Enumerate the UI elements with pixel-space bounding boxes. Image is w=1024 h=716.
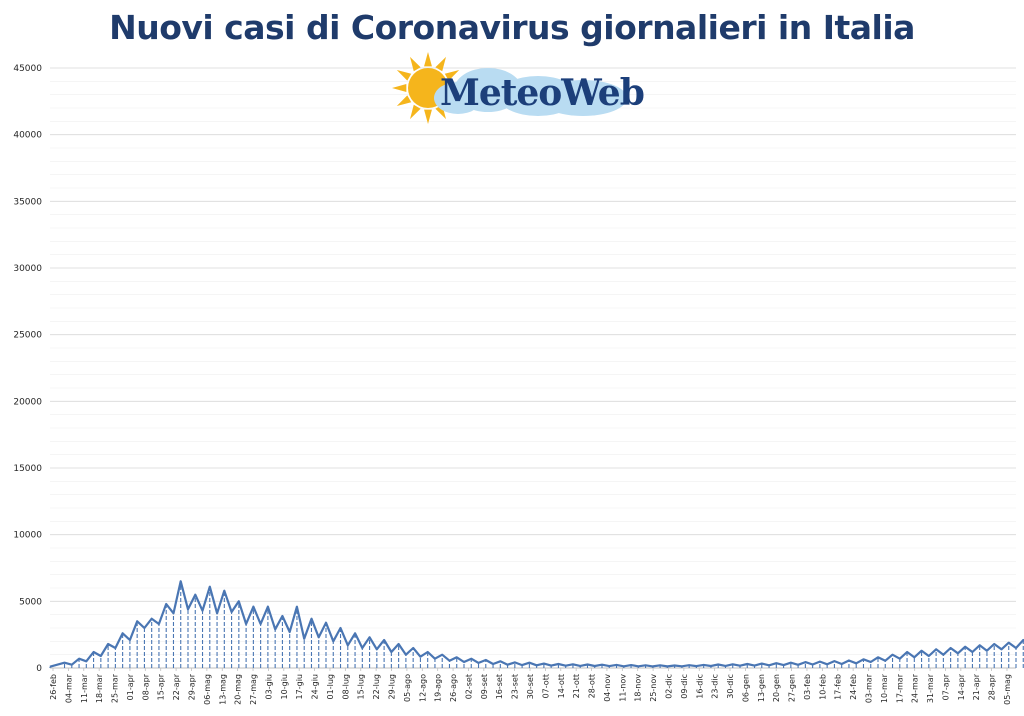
- x-tick-label: 29-apr: [187, 673, 196, 700]
- x-tick-label: 08-lug: [341, 674, 350, 699]
- x-tick-labels: 26-feb 04-mar 11-mar 18-mar 25-mar 01-apr 08-a…: [49, 668, 1012, 705]
- x-tick-label: 25-nov: [649, 674, 658, 702]
- sun-ray: [424, 52, 432, 67]
- y-tick-label: 15000: [13, 464, 42, 474]
- y-tick-labels: 0 5000 10000 15000 20000 25000 30000 35000 40000…: [13, 64, 42, 674]
- x-tick-label: 17-mar: [895, 673, 904, 703]
- x-tick-label: 11-nov: [618, 674, 627, 702]
- x-tick-label: 24-mar: [911, 673, 920, 703]
- x-tick-label: 23-set: [511, 674, 520, 699]
- sun-cloud-icon: [392, 52, 627, 124]
- x-tick-label: 17-giu: [295, 674, 304, 699]
- x-tick-label: 15-lug: [357, 674, 366, 699]
- series-line: [49, 580, 1024, 668]
- x-tick-label: 10-giu: [280, 674, 289, 699]
- x-tick-label: 26-ago: [449, 674, 458, 702]
- sun-ray: [444, 70, 460, 81]
- x-tick-label: 13-mag: [218, 674, 227, 705]
- x-tick-label: 20-mag: [234, 674, 243, 705]
- x-tick-label: 10-mar: [880, 673, 889, 703]
- x-tick-label: 19-ago: [434, 674, 443, 702]
- sun-ray: [410, 104, 421, 120]
- y-tick-label: 0: [36, 664, 42, 674]
- x-tick-label: 24-feb: [849, 674, 858, 700]
- line-layer: [49, 580, 1024, 668]
- x-tick-label: 01-apr: [126, 673, 135, 700]
- x-tick-label: 24-giu: [311, 674, 320, 699]
- x-tick-label: 11-mar: [80, 673, 89, 703]
- x-tick-label: 03-mar: [865, 673, 874, 703]
- x-tick-label: 14-apr: [957, 673, 966, 700]
- x-tick-label: 22-lug: [372, 674, 381, 699]
- x-tick-label: 23-dic: [711, 674, 720, 699]
- x-tick-label: 08-apr: [141, 673, 150, 700]
- y-tick-label: 25000: [13, 331, 42, 341]
- x-tick-label: 04-mar: [64, 673, 73, 703]
- y-tick-label: 5000: [19, 597, 42, 607]
- logo-text: MeteoWeb: [440, 72, 645, 114]
- x-tick-label: 25-mar: [111, 673, 120, 703]
- x-tick-label: 27-gen: [788, 674, 797, 702]
- y-tick-label: 45000: [13, 64, 42, 74]
- meteoweb-logo: MeteoWeb: [388, 52, 648, 128]
- x-tick-label: 22-apr: [172, 673, 181, 700]
- x-tick-label: 16-dic: [695, 674, 704, 699]
- chart-title: Nuovi casi di Coronavirus giornalieri in…: [109, 8, 915, 47]
- x-tick-label: 30-dic: [726, 674, 735, 699]
- x-tick-label: 03-feb: [803, 674, 812, 700]
- x-tick-label: 14-ott: [557, 674, 566, 698]
- sun-ray: [410, 56, 421, 72]
- x-tick-label: 26-feb: [49, 674, 58, 700]
- x-tick-label: 28-apr: [988, 673, 997, 700]
- x-tick-label: 20-gen: [772, 674, 781, 702]
- sun-ray: [424, 109, 432, 124]
- x-tick-label: 16-set: [495, 674, 504, 699]
- fill-layer: [49, 581, 1024, 668]
- x-tick-label: 03-giu: [264, 674, 273, 699]
- x-tick-label: 17-feb: [834, 674, 843, 700]
- sun-ray: [435, 56, 446, 72]
- x-tick-label: 05-ago: [403, 674, 412, 702]
- x-tick-label: 13-gen: [757, 674, 766, 702]
- x-tick-label: 02-dic: [664, 674, 673, 699]
- x-tick-label: 27-mag: [249, 674, 258, 705]
- x-tick-label: 01-lug: [326, 674, 335, 699]
- x-tick-label: 10-feb: [818, 674, 827, 700]
- x-tick-label: 05-mag: [1003, 674, 1012, 705]
- x-tick-label: 09-dic: [680, 674, 689, 699]
- x-tick-label: 18-mar: [95, 673, 104, 703]
- sun-ray: [392, 84, 407, 92]
- x-tick-label: 29-lug: [388, 674, 397, 699]
- y-tick-label: 35000: [13, 197, 42, 207]
- x-tick-label: 18-nov: [634, 674, 643, 702]
- x-tick-label: 09-set: [480, 674, 489, 699]
- y-tick-label: 30000: [13, 264, 42, 274]
- x-tick-label: 12-ago: [418, 674, 427, 702]
- x-tick-label: 07-apr: [941, 673, 950, 700]
- x-tick-label: 04-nov: [603, 674, 612, 702]
- x-tick-label: 21-ott: [572, 674, 581, 698]
- grid-layer: [50, 67, 1016, 669]
- x-tick-label: 06-mag: [203, 674, 212, 705]
- sun-ray: [396, 95, 412, 106]
- x-tick-label: 21-apr: [972, 673, 981, 700]
- y-tick-label: 10000: [13, 531, 42, 541]
- x-tick-label: 07-ott: [541, 674, 550, 698]
- sun-ray: [435, 104, 446, 120]
- x-tick-label: 02-set: [464, 674, 473, 699]
- y-tick-label: 20000: [13, 397, 42, 407]
- x-tick-label: 30-set: [526, 674, 535, 699]
- x-tick-label: 06-gen: [741, 674, 750, 702]
- x-tick-label: 31-mar: [926, 673, 935, 703]
- y-tick-label: 40000: [13, 131, 42, 141]
- x-tick-label: 15-apr: [157, 673, 166, 700]
- sun-ray: [396, 70, 412, 81]
- x-tick-label: 28-ott: [588, 674, 597, 698]
